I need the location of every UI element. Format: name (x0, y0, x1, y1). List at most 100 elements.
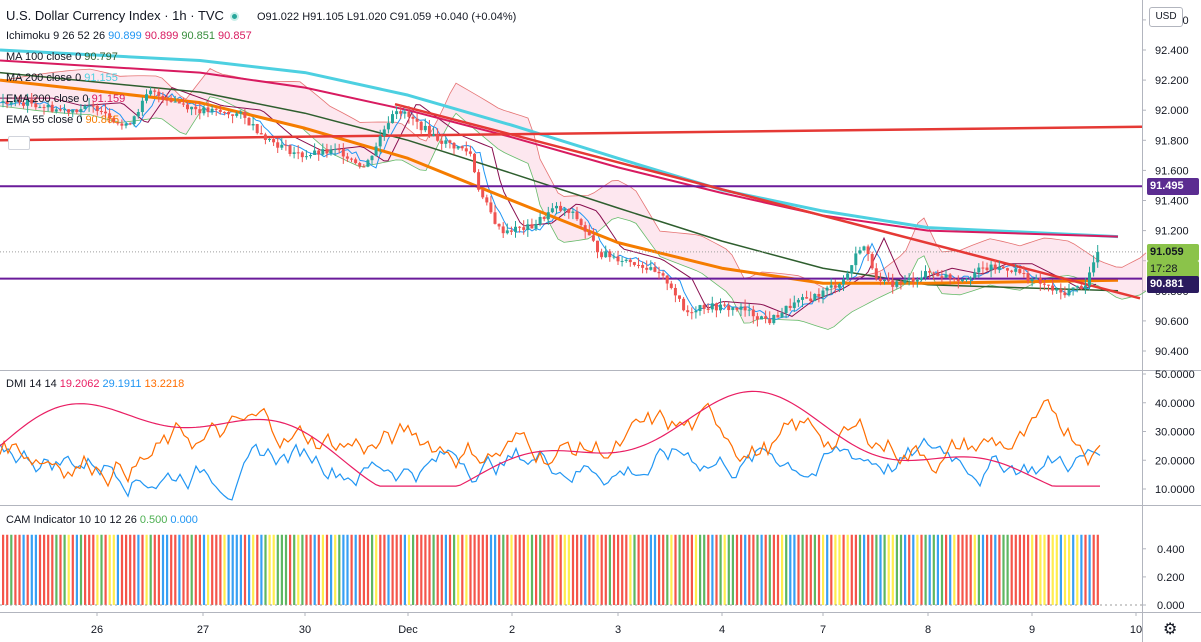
indicator-value: 13.2218 (144, 378, 185, 390)
cam-bar (1084, 534, 1087, 605)
indicator-value: 90.865 (85, 114, 120, 126)
trendline-rising (0, 125, 1143, 142)
settings-gear-icon[interactable]: ⚙ (1163, 621, 1178, 638)
collapse-legend-button[interactable] (8, 136, 30, 150)
legend-ma-100-close-0[interactable]: MA 100 close 0 90.797 (6, 51, 121, 63)
cam-bar (47, 534, 50, 605)
candle-body (899, 281, 903, 283)
candle-body (837, 284, 841, 288)
cam-bar (506, 534, 509, 605)
symbol-title[interactable]: U.S. Dollar Currency Index · 1h · TVC O91… (6, 8, 516, 23)
candle-body (571, 211, 575, 213)
indicator-value: 19.2062 (59, 378, 100, 390)
candle-body (727, 305, 731, 311)
candle-body (723, 304, 727, 306)
cam-bar (576, 534, 579, 605)
cam-bar (518, 534, 521, 605)
cam-bar (325, 534, 329, 605)
legend-ema-55-close-0[interactable]: EMA 55 close 0 90.865 (6, 114, 122, 126)
candle-body (145, 94, 148, 101)
cam-bar (1063, 534, 1067, 605)
cam-bar (526, 534, 529, 605)
candle-body (79, 109, 83, 112)
cam-bar (14, 534, 17, 605)
cam-bar (416, 534, 419, 605)
cam-bar (604, 534, 607, 605)
candle-body (300, 152, 304, 158)
candle-body (210, 108, 214, 112)
cam-bar (670, 534, 673, 605)
legend-ichimoku-9-26-52-26[interactable]: Ichimoku 9 26 52 26 90.899 90.899 90.851 90.… (6, 30, 255, 42)
cam-bar (489, 534, 493, 605)
cam-bar (412, 534, 415, 605)
cam-bar (444, 534, 447, 605)
candle-body (329, 149, 333, 154)
cam-bar (924, 534, 927, 605)
cam-bar (986, 534, 989, 605)
candle-body (1030, 278, 1034, 281)
candle-body (317, 150, 321, 155)
candle-body (817, 293, 821, 297)
candle-body (456, 146, 460, 149)
cam-bar (125, 534, 128, 605)
candle-body (542, 216, 546, 220)
cam-bar (875, 534, 878, 605)
candle-body (596, 240, 599, 253)
legend-cam[interactable]: CAM Indicator 10 10 12 26 0.500 0.000 (6, 514, 201, 526)
candle-body (936, 273, 940, 277)
cam-bar (748, 534, 751, 605)
cam-bar (752, 534, 755, 605)
cam-bar (161, 534, 165, 605)
cam-bar (71, 534, 74, 605)
cam-bar (809, 534, 812, 605)
cam-bar (321, 534, 324, 605)
cam-bar (961, 534, 964, 605)
cam-bar (776, 534, 780, 605)
cam-bar (207, 534, 210, 605)
candle-body (948, 274, 952, 279)
cam-bar (473, 534, 476, 605)
indicator-name: EMA 55 close 0 (6, 114, 83, 126)
candle-body (288, 145, 292, 154)
legend-ema-200-close-0[interactable]: EMA 200 close 0 91.159 (6, 93, 128, 105)
candle-body (206, 107, 210, 112)
cam-bar (801, 534, 804, 605)
cam-bar (940, 534, 944, 605)
candle-body (1075, 285, 1079, 288)
candle-body (460, 146, 464, 149)
candle-body (325, 149, 329, 154)
time-tick-label: 27 (197, 624, 209, 636)
cam-bar (715, 534, 718, 605)
candle-body (690, 312, 694, 314)
cam-bar (555, 534, 558, 605)
indicator-value: 90.899 (108, 30, 142, 42)
candle-body (26, 99, 30, 106)
candle-body (132, 116, 136, 125)
candle-body (30, 99, 34, 104)
cam-bar (949, 534, 952, 605)
cam-bar (535, 534, 538, 605)
candle-body (637, 264, 640, 266)
cam-bar (346, 534, 349, 605)
cam-bar (641, 534, 644, 605)
cam-bar (916, 534, 919, 605)
candle-body (878, 278, 882, 281)
cam-bar (403, 534, 406, 605)
indicator-value: 91.159 (91, 93, 126, 105)
cam-bar (645, 534, 648, 605)
candle-body (149, 90, 153, 95)
candle-body (140, 100, 144, 113)
candle-body (374, 146, 378, 156)
cam-bar (194, 534, 197, 605)
legend-dmi[interactable]: DMI 14 14 19.2062 29.1911 13.2218 (6, 378, 187, 390)
cam-bar (469, 534, 472, 605)
cam-bar (350, 534, 353, 605)
currency-selector[interactable]: USD (1149, 7, 1183, 27)
cam-bar (227, 534, 230, 605)
cam-bar (305, 534, 308, 605)
cam-bar (674, 534, 677, 605)
cam-bar (920, 534, 923, 605)
legend-ma-200-close-0[interactable]: MA 200 close 0 91.155 (6, 72, 121, 84)
indicator-name: DMI 14 14 (6, 378, 57, 390)
